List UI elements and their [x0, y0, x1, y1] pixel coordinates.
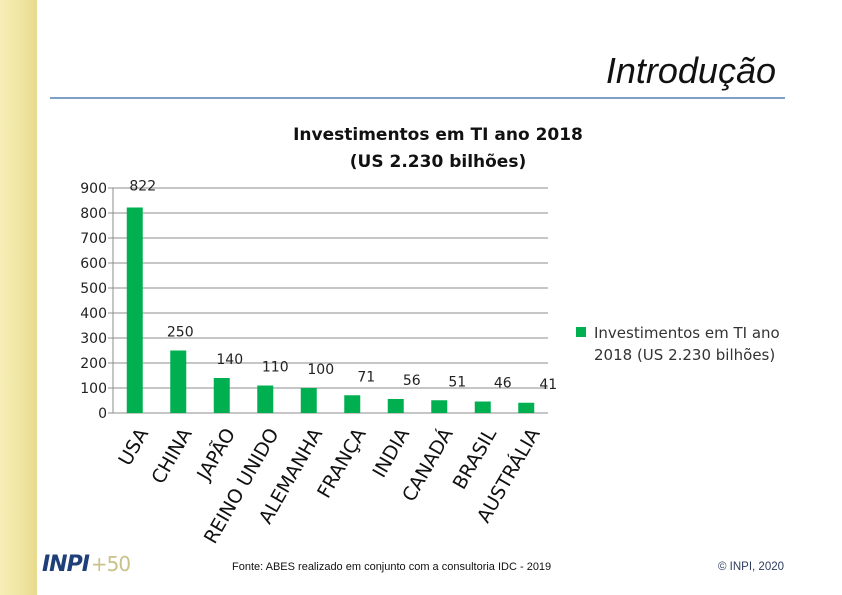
data-label: 41	[539, 377, 557, 393]
data-label: 100	[307, 362, 334, 378]
data-label: 51	[448, 374, 466, 390]
bar	[518, 402, 535, 413]
bar	[126, 207, 143, 413]
legend-label-line-2: 2018 (US 2.230 bilhões)	[594, 346, 776, 364]
x-tick-label: JAPÃO	[192, 424, 240, 485]
data-label: 110	[262, 360, 289, 376]
y-tick-label: 400	[80, 306, 107, 322]
y-axis: 0 100 200 300 400 500 600 700 800 900	[80, 181, 114, 422]
value-labels: 822 250 140 110 100 71 56 51 46 41	[129, 179, 557, 393]
y-tick-label: 0	[98, 406, 107, 422]
legend-swatch	[576, 327, 586, 337]
chart-title-line-2: (US 2.230 bilhões)	[350, 152, 526, 172]
bar	[257, 385, 274, 413]
slide-title: Introdução	[605, 50, 776, 91]
legend-label-line-1: Investimentos em TI ano	[594, 324, 780, 342]
data-label: 822	[129, 179, 156, 195]
logo-text: INPI	[42, 552, 90, 577]
x-tick-label: USA	[114, 425, 153, 470]
chart-legend: Investimentos em TI ano 2018 (US 2.230 b…	[576, 322, 816, 366]
y-tick-label: 900	[80, 181, 107, 197]
bar	[387, 399, 404, 413]
y-tick-label: 700	[80, 231, 107, 247]
bar	[431, 400, 448, 413]
y-tick-label: 500	[80, 281, 107, 297]
x-tick-label: INDIA	[368, 425, 414, 482]
bars	[126, 207, 535, 413]
bar	[213, 378, 230, 413]
y-tick-label: 800	[80, 206, 107, 222]
y-tick-label: 200	[80, 356, 107, 372]
data-label: 46	[494, 376, 512, 392]
y-tick-label: 100	[80, 381, 107, 397]
chart-title-line-1: Investimentos em TI ano 2018	[293, 125, 583, 145]
data-label: 250	[167, 325, 194, 341]
y-tick-label: 300	[80, 331, 107, 347]
y-tick-label: 600	[80, 256, 107, 272]
data-label: 71	[357, 369, 375, 385]
x-tick-label: CHINA	[147, 425, 196, 488]
source-note: Fonte: ABES realizado em conjunto com a …	[232, 561, 552, 573]
data-label: 140	[216, 352, 243, 368]
data-label: 56	[403, 373, 421, 389]
inpi-logo: INPI +50	[42, 552, 131, 578]
bar	[344, 395, 361, 413]
left-decorative-stripe	[0, 0, 37, 595]
copyright-notice: © INPI, 2020	[718, 561, 785, 573]
bar	[300, 388, 317, 413]
bar	[170, 350, 187, 413]
bar	[474, 401, 491, 413]
title-divider	[50, 97, 785, 99]
logo-suffix: +50	[90, 552, 131, 576]
